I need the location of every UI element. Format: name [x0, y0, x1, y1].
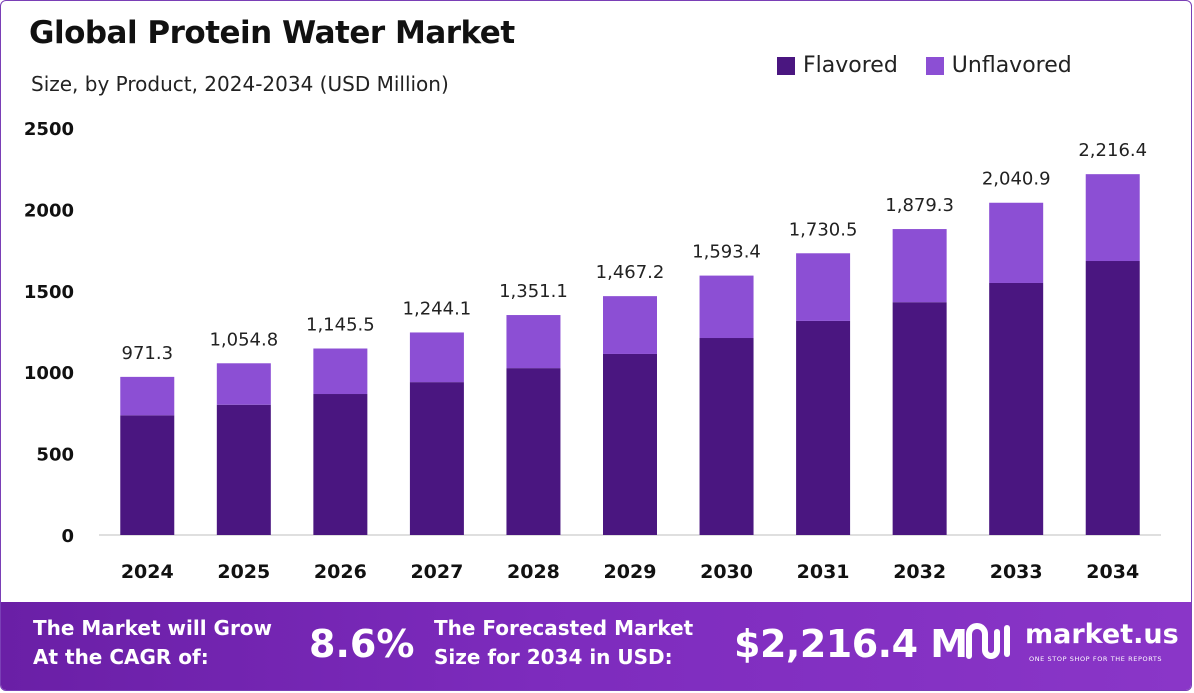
- y-tick-label: 1500: [24, 282, 74, 303]
- x-tick-label-2031: 2031: [797, 561, 850, 583]
- y-tick-label: 0: [61, 526, 74, 547]
- forecast-caption: The Forecasted Market Size for 2034 in U…: [434, 614, 693, 672]
- y-tick-label: 500: [36, 445, 74, 466]
- chart-subtitle: Size, by Product, 2024-2034 (USD Million…: [31, 72, 449, 96]
- y-tick-label: 2500: [24, 119, 74, 140]
- data-label-total-2032: 1,879.3: [885, 195, 954, 216]
- legend-swatch-flavored: [777, 56, 795, 75]
- footer-banner: The Market will Grow At the CAGR of: 8.6…: [1, 602, 1191, 690]
- data-label-total-2026: 1,145.5: [306, 315, 375, 336]
- bar-unflavored-2029: [603, 296, 657, 354]
- bar-unflavored-2034: [1085, 174, 1140, 262]
- data-label-total-2025: 1,054.8: [209, 329, 278, 350]
- y-tick-label: 1000: [24, 363, 74, 384]
- data-label-total-2030: 1,593.4: [692, 242, 761, 263]
- x-tick-label-2030: 2030: [700, 561, 753, 583]
- bar-flavored-2028: [506, 368, 561, 535]
- x-tick-label-2032: 2032: [893, 561, 946, 583]
- bar-unflavored-2026: [313, 348, 368, 395]
- x-tick-label-2034: 2034: [1086, 561, 1139, 583]
- legend-label-unflavored: Unflavored: [951, 53, 1072, 78]
- legend-label-flavored: Flavored: [803, 53, 898, 78]
- bar-flavored-2025: [216, 404, 271, 535]
- market-us-logo-icon: [966, 623, 1010, 659]
- bar-flavored-2024: [120, 415, 175, 535]
- data-label-total-2027: 1,244.1: [403, 298, 472, 319]
- bar-flavored-2033: [989, 282, 1044, 535]
- bar-flavored-2032: [892, 302, 947, 535]
- bar-unflavored-2033: [989, 202, 1044, 283]
- forecast-line-2: Size for 2034 in USD:: [434, 645, 673, 669]
- brand-name: market.us: [1025, 619, 1179, 650]
- forecast-value: $2,216.4 M: [734, 622, 968, 666]
- bar-flavored-2029: [603, 353, 657, 535]
- bar-unflavored-2025: [216, 363, 271, 405]
- data-label-total-2033: 2,040.9: [982, 169, 1051, 190]
- x-tick-label-2029: 2029: [604, 561, 657, 583]
- legend-item-unflavored: Unflavored: [925, 53, 1072, 78]
- bar-unflavored-2032: [892, 229, 947, 303]
- y-tick-label: 2000: [24, 200, 74, 221]
- bar-flavored-2034: [1085, 261, 1140, 535]
- brand-tagline: ONE STOP SHOP FOR THE REPORTS: [1029, 655, 1163, 663]
- forecast-line-1: The Forecasted Market: [434, 616, 694, 640]
- data-label-total-2031: 1,730.5: [789, 219, 858, 240]
- x-tick-label-2033: 2033: [990, 561, 1043, 583]
- x-tick-label-2025: 2025: [217, 561, 270, 583]
- data-label-total-2034: 2,216.4: [1078, 140, 1147, 161]
- legend: Flavored Unflavored: [777, 53, 1072, 78]
- chart-plot: 0 500 1000 1500 2000 2500 971.3 2024 1,054.8 2025…: [24, 119, 1161, 583]
- cagr-line-2: At the CAGR of:: [33, 645, 209, 669]
- legend-swatch-unflavored: [925, 56, 944, 75]
- bar-unflavored-2030: [699, 275, 754, 339]
- bar-unflavored-2031: [796, 253, 851, 321]
- bar-flavored-2030: [699, 338, 754, 535]
- cagr-caption: The Market will Grow At the CAGR of:: [33, 614, 272, 672]
- bar-flavored-2027: [409, 382, 464, 535]
- bar-flavored-2026: [313, 394, 368, 535]
- chart-title: Global Protein Water Market: [29, 15, 515, 51]
- x-tick-label-2027: 2027: [410, 561, 463, 583]
- cagr-line-1: The Market will Grow: [33, 616, 273, 640]
- bar-unflavored-2024: [120, 376, 175, 416]
- data-label-total-2028: 1,351.1: [499, 281, 568, 302]
- data-label-total-2024: 971.3: [122, 343, 174, 364]
- bar-unflavored-2027: [409, 332, 464, 383]
- bar-unflavored-2028: [506, 315, 561, 369]
- cagr-value: 8.6%: [309, 622, 415, 666]
- x-tick-label-2026: 2026: [314, 561, 367, 583]
- legend-item-flavored: Flavored: [777, 53, 898, 78]
- bar-flavored-2031: [796, 320, 851, 535]
- x-tick-label-2028: 2028: [507, 561, 560, 583]
- data-label-total-2029: 1,467.2: [596, 262, 665, 283]
- x-tick-label-2024: 2024: [121, 561, 174, 583]
